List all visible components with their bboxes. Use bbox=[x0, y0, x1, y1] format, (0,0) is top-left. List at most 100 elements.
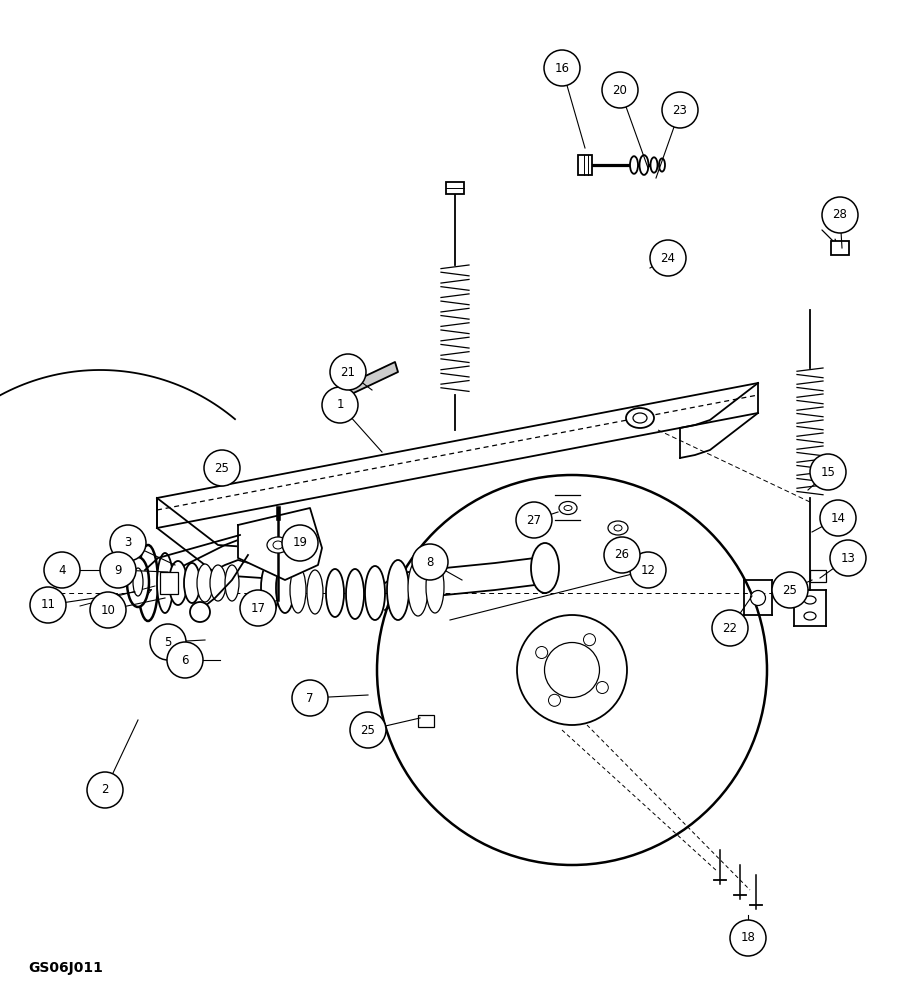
Ellipse shape bbox=[630, 156, 637, 174]
Text: 27: 27 bbox=[526, 514, 541, 526]
Text: 22: 22 bbox=[721, 621, 737, 635]
Ellipse shape bbox=[387, 560, 409, 620]
Circle shape bbox=[30, 587, 66, 623]
FancyBboxPatch shape bbox=[417, 715, 434, 727]
Polygon shape bbox=[238, 508, 322, 580]
Ellipse shape bbox=[273, 541, 283, 549]
Ellipse shape bbox=[365, 566, 384, 620]
Text: 25: 25 bbox=[214, 462, 229, 475]
Text: 13: 13 bbox=[840, 552, 855, 564]
Text: 23: 23 bbox=[672, 104, 686, 117]
Ellipse shape bbox=[169, 561, 187, 605]
Text: 25: 25 bbox=[782, 584, 797, 596]
Ellipse shape bbox=[548, 694, 560, 706]
Text: 16: 16 bbox=[554, 62, 569, 75]
FancyBboxPatch shape bbox=[830, 241, 848, 255]
Text: 1: 1 bbox=[335, 398, 344, 412]
Ellipse shape bbox=[613, 525, 621, 531]
FancyBboxPatch shape bbox=[577, 155, 591, 175]
Text: 14: 14 bbox=[830, 512, 845, 524]
Ellipse shape bbox=[632, 413, 646, 423]
Circle shape bbox=[150, 624, 186, 660]
Ellipse shape bbox=[596, 682, 607, 694]
Circle shape bbox=[90, 592, 126, 628]
Circle shape bbox=[809, 454, 845, 490]
Text: 4: 4 bbox=[58, 564, 65, 576]
Ellipse shape bbox=[276, 563, 294, 613]
Ellipse shape bbox=[535, 647, 547, 658]
Text: 12: 12 bbox=[640, 564, 654, 576]
Text: 19: 19 bbox=[292, 536, 307, 550]
Ellipse shape bbox=[225, 565, 239, 601]
Circle shape bbox=[516, 502, 551, 538]
Ellipse shape bbox=[190, 602, 210, 622]
Ellipse shape bbox=[289, 567, 306, 613]
Circle shape bbox=[630, 552, 665, 588]
Text: 24: 24 bbox=[660, 251, 675, 264]
Circle shape bbox=[412, 544, 448, 580]
Ellipse shape bbox=[607, 521, 628, 535]
Text: 26: 26 bbox=[614, 548, 629, 562]
FancyBboxPatch shape bbox=[446, 182, 463, 194]
Ellipse shape bbox=[407, 560, 427, 616]
Circle shape bbox=[204, 450, 240, 486]
Circle shape bbox=[829, 540, 865, 576]
Circle shape bbox=[322, 387, 357, 423]
Circle shape bbox=[291, 680, 328, 716]
Ellipse shape bbox=[650, 157, 657, 173]
Ellipse shape bbox=[803, 612, 815, 620]
Circle shape bbox=[601, 72, 637, 108]
Circle shape bbox=[729, 920, 766, 956]
FancyBboxPatch shape bbox=[217, 458, 233, 470]
Ellipse shape bbox=[516, 615, 627, 725]
Circle shape bbox=[87, 772, 123, 808]
Circle shape bbox=[821, 197, 857, 233]
Ellipse shape bbox=[625, 408, 653, 428]
Circle shape bbox=[711, 610, 747, 646]
Circle shape bbox=[100, 552, 136, 588]
Circle shape bbox=[167, 642, 203, 678]
Ellipse shape bbox=[639, 155, 648, 175]
Ellipse shape bbox=[425, 561, 444, 613]
Ellipse shape bbox=[346, 569, 364, 619]
Circle shape bbox=[662, 92, 698, 128]
Ellipse shape bbox=[267, 537, 289, 553]
Text: 10: 10 bbox=[100, 603, 115, 616]
FancyBboxPatch shape bbox=[160, 572, 177, 594]
Ellipse shape bbox=[563, 506, 572, 510]
Text: 11: 11 bbox=[40, 598, 55, 611]
Text: 21: 21 bbox=[340, 365, 355, 378]
Ellipse shape bbox=[559, 502, 576, 514]
Circle shape bbox=[330, 354, 366, 390]
Text: 15: 15 bbox=[820, 466, 834, 479]
Text: 2: 2 bbox=[101, 783, 108, 796]
Text: 6: 6 bbox=[181, 654, 188, 666]
Ellipse shape bbox=[750, 590, 765, 605]
Circle shape bbox=[819, 500, 855, 536]
Ellipse shape bbox=[138, 545, 158, 621]
Circle shape bbox=[110, 525, 146, 561]
Ellipse shape bbox=[261, 562, 278, 614]
Text: 18: 18 bbox=[740, 931, 754, 944]
Ellipse shape bbox=[307, 570, 323, 614]
Ellipse shape bbox=[658, 158, 664, 172]
Text: 7: 7 bbox=[306, 692, 313, 704]
Circle shape bbox=[240, 590, 276, 626]
Ellipse shape bbox=[184, 563, 199, 603]
Text: 20: 20 bbox=[612, 84, 627, 97]
Ellipse shape bbox=[530, 543, 559, 593]
Circle shape bbox=[282, 525, 318, 561]
Polygon shape bbox=[340, 362, 398, 398]
Ellipse shape bbox=[197, 564, 213, 602]
Text: 17: 17 bbox=[250, 601, 266, 614]
Circle shape bbox=[349, 712, 386, 748]
Ellipse shape bbox=[544, 643, 599, 698]
Ellipse shape bbox=[127, 557, 149, 607]
Ellipse shape bbox=[583, 634, 595, 646]
Ellipse shape bbox=[803, 596, 815, 604]
Text: 28: 28 bbox=[832, 209, 846, 222]
Text: GS06J011: GS06J011 bbox=[28, 961, 103, 975]
Circle shape bbox=[650, 240, 686, 276]
Ellipse shape bbox=[210, 565, 226, 601]
Text: 9: 9 bbox=[114, 564, 121, 576]
